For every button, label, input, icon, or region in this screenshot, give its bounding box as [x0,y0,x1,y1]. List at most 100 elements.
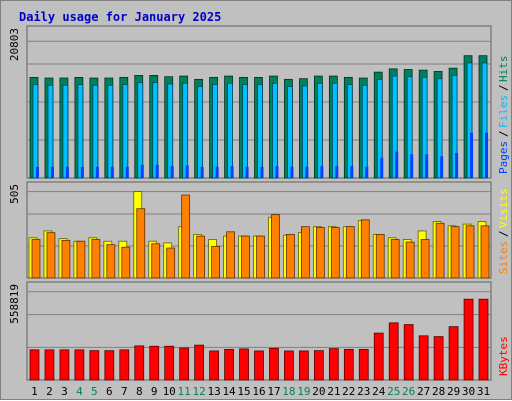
x-tick-label-day-3: 3 [61,385,68,398]
bar-pages-day-30 [470,132,474,178]
x-tick-label-day-23: 23 [357,385,370,398]
bar-sites-day-13 [211,245,220,279]
bar-files-day-18 [287,86,293,179]
bar-sites-day-15 [241,235,250,279]
bar-sites-day-2 [46,232,56,279]
x-tick-label-day-20: 20 [312,385,325,398]
x-tick-label-day-24: 24 [372,385,386,398]
bar-files-day-10 [167,83,174,179]
bar-kbytes-day-12 [194,344,205,381]
x-tick-label-day-21: 21 [327,385,340,398]
x-tick-label-day-22: 22 [342,385,355,398]
bar-pages-day-19 [305,166,309,178]
bar-sites-day-17 [271,214,280,279]
bar-pages-day-27 [425,154,429,178]
x-tick-label-day-4: 4 [76,385,83,398]
bar-pages-day-14 [230,166,234,178]
bar-kbytes-day-21 [328,348,339,381]
bar-sites-day-16 [256,235,265,279]
x-tick-label-day-27: 27 [417,385,430,398]
x-tick-label-day-29: 29 [447,385,460,398]
bar-sites-day-6 [106,244,116,279]
bar-pages-day-16 [260,166,264,178]
bar-sites-day-20 [315,227,325,279]
x-tick-label-day-31: 31 [477,385,490,398]
bar-sites-day-8 [136,208,146,279]
bar-files-day-7 [122,84,129,179]
bar-kbytes-day-24 [373,332,384,381]
series-label-hits: Hits [497,56,510,83]
bar-kbytes-day-18 [284,350,294,381]
bar-pages-day-25 [395,151,399,178]
bar-files-day-1 [32,84,39,179]
bar-files-day-14 [227,82,233,179]
series-label-kbytes: KBytes [497,336,510,376]
x-tick-label-day-19: 19 [297,385,310,398]
bar-sites-day-19 [301,226,310,279]
bar-sites-day-4 [76,240,86,279]
bar-sites-day-9 [151,243,161,279]
bar-sites-day-12 [196,235,206,279]
x-tick-label-day-25: 25 [387,385,400,398]
bar-pages-day-18 [290,166,294,178]
series-label-pages: Pages [497,141,510,174]
bar-kbytes-day-16 [254,350,264,381]
bar-pages-day-1 [36,166,39,178]
bar-pages-day-15 [245,166,249,178]
bar-kbytes-day-2 [44,349,55,381]
bar-sites-day-22 [345,226,355,279]
bar-kbytes-day-25 [388,322,399,381]
bar-kbytes-day-15 [239,348,249,381]
bar-pages-day-22 [350,166,354,178]
bar-sites-day-26 [405,241,415,279]
bar-kbytes-day-14 [224,348,234,381]
bar-kbytes-day-17 [269,347,279,381]
bar-pages-day-2 [50,166,54,178]
x-tick-label-day-26: 26 [402,385,415,398]
bar-files-day-23 [361,84,368,179]
x-tick-label-day-14: 14 [222,385,236,398]
bar-sites-day-30 [465,225,475,279]
bar-files-day-16 [257,84,263,179]
bar-kbytes-day-7 [119,349,130,381]
x-tick-label-day-15: 15 [237,385,250,398]
bar-kbytes-day-23 [358,348,369,381]
x-tick-label-day-30: 30 [462,385,475,398]
bar-kbytes-day-11 [179,347,190,381]
bar-kbytes-day-22 [343,348,354,381]
bar-files-day-30 [466,62,473,179]
x-tick-label-day-6: 6 [106,385,113,398]
bar-files-day-4 [77,84,84,179]
x-tick-label-day-10: 10 [163,385,176,398]
bar-pages-day-8 [140,164,144,178]
bar-kbytes-day-3 [59,349,70,381]
bar-kbytes-day-27 [418,335,429,381]
x-tick-label-day-1: 1 [31,385,38,398]
bar-sites-day-29 [450,226,460,279]
bar-pages-day-5 [95,166,99,178]
bar-pages-day-10 [170,166,174,178]
x-tick-label-day-16: 16 [252,385,265,398]
bar-files-day-3 [62,84,69,179]
bar-kbytes-day-31 [478,298,489,381]
bar-files-day-8 [137,82,144,179]
bar-sites-day-21 [330,227,340,279]
series-label-visits: Visits [497,188,510,228]
bar-sites-day-5 [91,239,101,279]
bar-kbytes-day-30 [463,298,474,381]
bar-kbytes-day-13 [209,350,219,381]
bar-files-day-26 [406,76,413,179]
bar-kbytes-day-19 [299,350,309,381]
bar-kbytes-day-28 [433,336,444,381]
x-tick-label-day-11: 11 [178,385,191,398]
bar-files-day-29 [451,75,458,179]
bar-sites-day-11 [181,194,191,279]
bar-sites-day-3 [61,239,71,279]
bar-pages-day-31 [485,132,489,178]
bar-kbytes-day-10 [164,345,175,381]
bar-pages-day-9 [155,164,159,178]
bar-pages-day-11 [185,165,189,178]
x-tick-label-day-9: 9 [151,385,158,398]
bar-files-day-12 [197,86,204,179]
